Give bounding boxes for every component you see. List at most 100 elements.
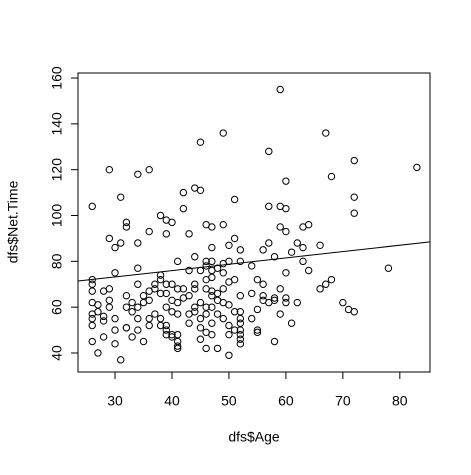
point	[151, 280, 159, 288]
point	[191, 308, 199, 316]
point	[236, 319, 245, 327]
point	[208, 319, 216, 327]
point	[111, 340, 119, 348]
point	[248, 262, 256, 270]
point	[88, 314, 96, 323]
point	[213, 344, 222, 353]
point	[225, 301, 233, 309]
point	[196, 266, 205, 275]
x-tick-label: 40	[164, 393, 180, 409]
x-tick-label: 50	[221, 393, 237, 409]
point	[219, 269, 227, 277]
point	[236, 326, 245, 334]
point	[230, 234, 239, 243]
point	[162, 326, 170, 334]
point	[156, 211, 165, 220]
point	[88, 202, 96, 211]
point	[350, 308, 358, 316]
point	[282, 294, 290, 302]
y-tick-label: 160	[49, 66, 65, 90]
point	[225, 241, 233, 249]
point	[117, 356, 125, 364]
point	[134, 326, 142, 334]
point	[282, 298, 290, 307]
point	[270, 253, 279, 261]
point	[191, 253, 199, 261]
point	[139, 337, 148, 346]
point	[111, 326, 119, 334]
y-tick-label: 120	[49, 158, 65, 182]
point	[128, 333, 136, 341]
point	[122, 324, 131, 332]
point	[248, 314, 256, 323]
point	[145, 227, 153, 236]
point	[122, 218, 131, 227]
point	[94, 301, 102, 309]
point	[259, 292, 267, 300]
point	[156, 275, 165, 284]
point	[219, 129, 227, 137]
point	[259, 280, 267, 288]
x-tick-label: 80	[392, 393, 408, 409]
point	[173, 310, 182, 318]
point	[179, 204, 188, 213]
point	[213, 289, 222, 298]
point	[162, 280, 170, 288]
point	[253, 326, 262, 334]
point	[287, 319, 296, 327]
point	[327, 275, 336, 284]
x-axis-label: dfs$Age	[228, 429, 280, 445]
point	[88, 337, 96, 346]
point	[384, 264, 393, 272]
point	[219, 285, 227, 293]
point	[196, 186, 205, 195]
point	[293, 298, 301, 307]
point	[208, 303, 216, 311]
point	[350, 209, 358, 217]
point	[219, 220, 227, 229]
point	[111, 314, 119, 323]
point	[88, 321, 96, 330]
point	[270, 294, 279, 302]
point	[202, 344, 210, 353]
y-tick-label: 100	[49, 204, 65, 228]
point	[230, 275, 239, 284]
point	[196, 335, 205, 343]
point	[99, 333, 108, 341]
point	[225, 321, 233, 330]
point	[327, 172, 336, 181]
point	[156, 289, 165, 298]
point	[339, 298, 347, 307]
point	[253, 305, 262, 314]
point	[299, 257, 307, 266]
y-tick-label: 140	[49, 112, 65, 136]
point	[253, 328, 262, 337]
point	[134, 239, 142, 247]
point	[230, 308, 239, 316]
point	[230, 195, 239, 204]
point	[179, 285, 188, 293]
point	[191, 280, 199, 288]
point	[265, 239, 273, 247]
point	[299, 243, 307, 252]
point	[145, 321, 153, 330]
point	[179, 188, 188, 197]
point	[94, 308, 102, 316]
point	[185, 292, 193, 300]
point	[185, 266, 193, 275]
point	[270, 296, 279, 304]
point	[287, 248, 296, 256]
point	[105, 165, 114, 174]
point	[202, 257, 210, 266]
y-tick-label: 60	[49, 299, 65, 315]
point	[208, 223, 216, 231]
point	[259, 246, 267, 254]
point	[88, 280, 96, 288]
point	[208, 257, 216, 266]
point	[282, 177, 290, 185]
trend-line	[77, 241, 431, 282]
point	[99, 312, 108, 321]
y-tick-label: 80	[49, 253, 65, 269]
point	[122, 292, 131, 300]
point	[265, 202, 273, 211]
